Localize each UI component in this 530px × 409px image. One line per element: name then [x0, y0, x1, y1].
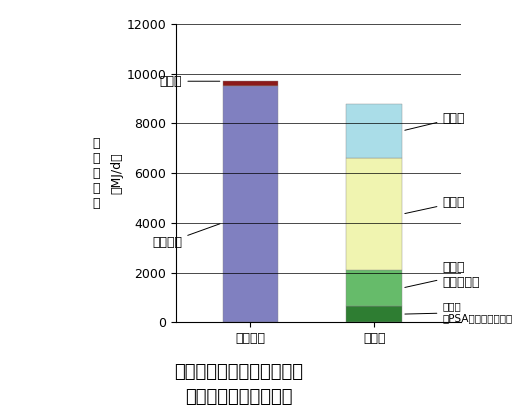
- Bar: [347, 158, 402, 270]
- Bar: [347, 270, 402, 306]
- Bar: [223, 81, 278, 86]
- Text: メタン
（その他）: メタン （その他）: [405, 261, 480, 289]
- Text: 牛ふん尿: 牛ふん尿: [152, 224, 220, 249]
- Text: 夾雑物: 夾雑物: [405, 196, 465, 213]
- Y-axis label: （MJ/d）: （MJ/d）: [111, 152, 124, 194]
- Bar: [347, 306, 402, 322]
- Bar: [347, 103, 402, 158]
- Text: 図２　メタン発酵過程での: 図２ メタン発酵過程での: [174, 363, 303, 381]
- Bar: [223, 81, 278, 86]
- Text: 高位発熱量収支（例）: 高位発熱量収支（例）: [185, 388, 292, 406]
- Bar: [223, 86, 278, 322]
- Text: メタン
（PSAによる精製分）: メタン （PSAによる精製分）: [405, 301, 513, 323]
- Text: 野菜汁: 野菜汁: [160, 75, 220, 88]
- Bar: [223, 86, 278, 322]
- Text: 消化液: 消化液: [405, 112, 465, 130]
- Text: 高
位
発
熱
量: 高 位 発 熱 量: [93, 137, 100, 210]
